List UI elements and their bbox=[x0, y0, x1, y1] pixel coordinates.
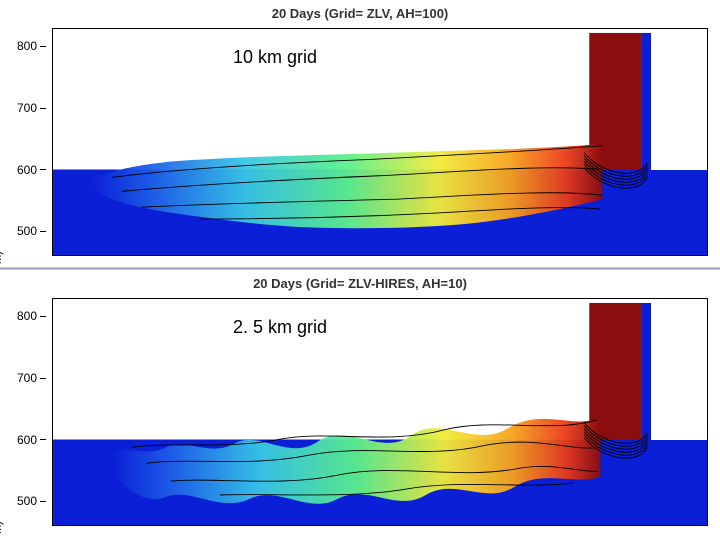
y-tick: 500 bbox=[17, 224, 46, 238]
y-tick: 800 bbox=[17, 39, 46, 53]
bottom-plot-svg bbox=[53, 299, 707, 525]
top-mask-box bbox=[651, 29, 707, 170]
bottom-y-unit: m) bbox=[0, 521, 4, 534]
y-tick: 700 bbox=[17, 101, 46, 115]
panel-divider bbox=[0, 267, 720, 270]
bottom-y-axis: 500 600 700 800 bbox=[0, 298, 50, 526]
bottom-panel-title: 20 Days (Grid= ZLV-HIRES, AH=10) bbox=[0, 276, 720, 291]
top-plot-svg bbox=[53, 29, 707, 255]
bottom-mask-box bbox=[651, 299, 707, 440]
y-tick: 800 bbox=[17, 309, 46, 323]
top-y-axis: 500 600 700 800 bbox=[0, 28, 50, 256]
y-tick: 600 bbox=[17, 163, 46, 177]
y-tick: 500 bbox=[17, 494, 46, 508]
top-panel: 20 Days (Grid= ZLV, AH=100) 500 600 700 800… bbox=[0, 0, 720, 270]
bottom-overlay-label: 2. 5 km grid bbox=[233, 317, 327, 338]
bottom-plot-area: 2. 5 km grid bbox=[52, 298, 708, 526]
y-tick: 700 bbox=[17, 371, 46, 385]
bottom-panel: 20 Days (Grid= ZLV-HIRES, AH=10) 500 600 7… bbox=[0, 270, 720, 540]
top-panel-title: 20 Days (Grid= ZLV, AH=100) bbox=[0, 6, 720, 21]
top-y-unit: m) bbox=[0, 251, 4, 264]
top-plot-area: 10 km grid bbox=[52, 28, 708, 256]
top-overlay-label: 10 km grid bbox=[233, 47, 317, 68]
y-tick: 600 bbox=[17, 433, 46, 447]
